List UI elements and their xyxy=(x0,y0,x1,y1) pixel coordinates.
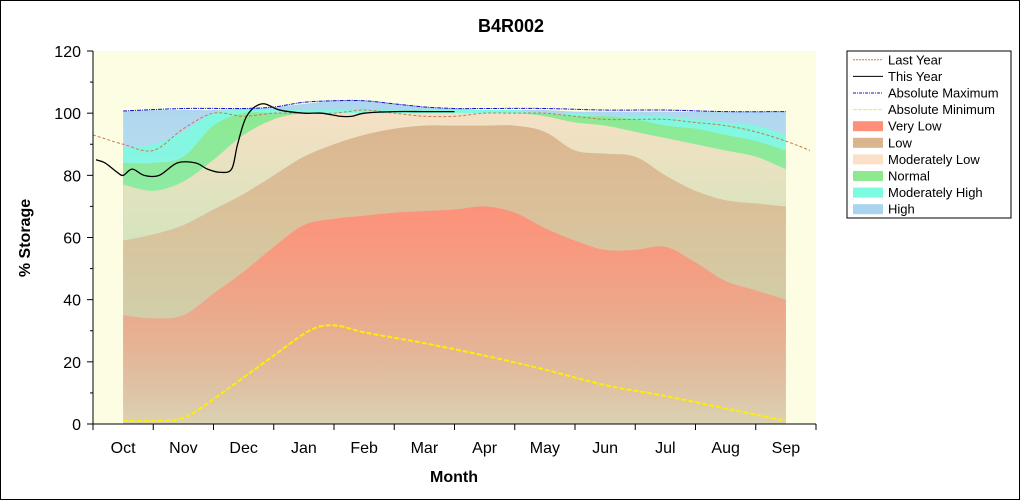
y-tick-label: 60 xyxy=(63,231,81,248)
x-tick-label: Sep xyxy=(772,440,801,457)
line-absolute-maximum xyxy=(123,99,786,113)
legend-label-high: High xyxy=(888,202,915,217)
legend-swatch-moderately-high xyxy=(853,187,883,198)
legend-label-absolute-minimum: Absolute Minimum xyxy=(888,102,995,117)
legend: Last Year This Year Absolute MaximumAbsolu… xyxy=(846,50,1012,219)
plot-area xyxy=(92,51,816,425)
legend-swatch-very-low xyxy=(853,121,883,132)
legend-label-last-year: Last Year xyxy=(888,52,943,67)
y-tick-label: 120 xyxy=(54,44,81,61)
legend-swatch-normal xyxy=(853,171,883,181)
legend-label-moderately-high: Moderately High xyxy=(888,185,983,200)
y-tick-label: 20 xyxy=(63,355,81,372)
line-absolute-minimum xyxy=(123,324,787,423)
y-tick-label: 100 xyxy=(54,106,81,123)
x-tick-label: May xyxy=(530,440,560,457)
legend-swatch-low xyxy=(853,137,883,148)
x-tick-label: Nov xyxy=(169,440,197,457)
legend-label-absolute-maximum: Absolute Maximum xyxy=(888,86,999,101)
x-tick-label: Aug xyxy=(711,440,739,457)
legend-label-very-low: Very Low xyxy=(888,119,942,134)
line-this-year xyxy=(95,103,455,178)
legend-swatch-moderately-low xyxy=(853,154,883,165)
legend-swatch-high xyxy=(853,204,883,215)
band-very-low xyxy=(123,206,786,424)
x-tick-label: Jul xyxy=(655,440,675,457)
x-tick-label: Apr xyxy=(472,440,498,457)
legend-label-this-year: This Year xyxy=(888,69,943,84)
x-tick-label: Jun xyxy=(592,440,618,457)
x-tick-label: Oct xyxy=(111,440,136,457)
legend-label-low: Low xyxy=(888,135,912,150)
line-last-year xyxy=(92,109,811,152)
legend-label-moderately-low: Moderately Low xyxy=(888,152,980,167)
axes: 0 20 40 60 80 100 120 Oct Nov Dec Jan Feb Mar Apr May J… xyxy=(54,44,817,457)
x-tick-label: Feb xyxy=(350,440,378,457)
x-tick-label: Dec xyxy=(229,440,257,457)
x-tick-label: Jan xyxy=(291,440,317,457)
x-axis-title: Month xyxy=(430,469,478,486)
y-tick-label: 80 xyxy=(63,168,81,185)
y-tick-label: 40 xyxy=(63,293,81,310)
y-axis-title: % Storage xyxy=(17,199,34,277)
chart-title: B4R002 xyxy=(478,16,544,36)
legend-label-normal: Normal xyxy=(888,169,930,184)
x-tick-label: Mar xyxy=(411,440,439,457)
y-tick-label: 0 xyxy=(72,417,81,434)
